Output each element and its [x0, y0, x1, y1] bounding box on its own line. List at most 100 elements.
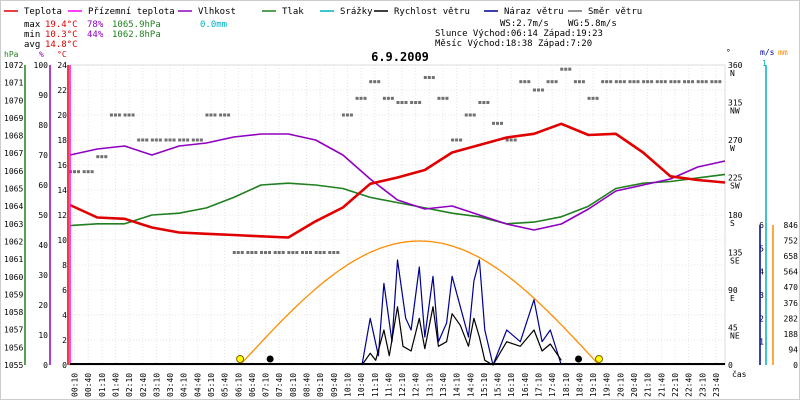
axis-humidity-tick: 60	[38, 181, 48, 190]
wind-direction-point	[459, 138, 463, 142]
wind-direction-point	[182, 138, 186, 142]
wind-direction-point	[677, 80, 681, 84]
axis-hpa-tick: 1070	[4, 96, 23, 105]
wind-direction-point	[273, 251, 277, 254]
axis-rain-tick: 658	[784, 252, 799, 261]
wind-direction-point	[100, 155, 104, 159]
wind-direction-point	[308, 251, 312, 254]
axis-temperature-tick: 6	[62, 286, 67, 295]
wind-direction-point	[254, 251, 258, 254]
wind-direction-point	[609, 80, 613, 84]
wind-direction-point	[536, 88, 540, 92]
axis-time-tick: 22:10	[671, 373, 680, 397]
axis-direction-name: N	[730, 69, 735, 78]
stat-max-rain: 0.0mm	[200, 20, 227, 30]
axis-time-tick: 07:10	[262, 373, 271, 397]
wind-direction-point	[427, 76, 431, 79]
axis-humidity-tick: 40	[38, 241, 48, 250]
wind-direction-point	[550, 80, 554, 84]
wind-direction-point	[437, 96, 441, 100]
axis-rain-label: mm	[778, 48, 788, 57]
axis-wind-tick: 1	[759, 338, 764, 347]
moonset-marker	[266, 355, 274, 363]
wind-direction-point	[423, 76, 427, 79]
wind-direction-point	[509, 138, 513, 142]
wind-direction-point	[250, 251, 254, 254]
temperature-line	[69, 122, 726, 239]
axis-rain-tick: 376	[784, 299, 799, 308]
wind-direction-point	[595, 96, 599, 100]
wind-direction-point	[451, 138, 455, 142]
wind-direction-point	[532, 88, 536, 92]
wind-direction-point	[636, 80, 640, 84]
wind-direction-point	[554, 80, 558, 84]
axis-direction-name: NE	[730, 332, 740, 341]
wind-gust-line	[361, 259, 562, 366]
wind-direction-point	[77, 170, 80, 174]
wind-direction-point	[205, 113, 209, 117]
wind-direction-point	[691, 80, 695, 84]
axis-time-tick: 09:10	[316, 373, 325, 397]
wind-direction-point	[382, 96, 386, 100]
axis-temperature-tick: 10	[57, 236, 67, 245]
legend-label: Vlhkost	[198, 7, 236, 17]
axis-time-tick: 06:10	[234, 373, 243, 397]
wind-direction-point	[90, 170, 94, 174]
wind-direction-point	[168, 138, 172, 142]
axis-hpa-tick: 1066	[4, 167, 23, 176]
axis-time-tick: 04:40	[193, 373, 202, 397]
wind-direction-point	[304, 251, 308, 254]
wind-direction-point	[260, 251, 264, 254]
axis-hpa-tick: 1056	[4, 343, 23, 352]
axis-hpa-tick: 1063	[4, 220, 23, 229]
legend-label: Směr větru	[588, 7, 642, 17]
axis-time-tick: 13:10	[425, 373, 434, 397]
axis-time-tick: 18:40	[575, 373, 584, 397]
moonrise-marker	[575, 355, 583, 363]
axis-time-tick: 11:10	[371, 373, 380, 397]
wind-direction-point	[513, 138, 517, 142]
axis-time-tick: 05:40	[221, 373, 230, 397]
axis-time-tick: 15:10	[480, 373, 489, 397]
wind-direction-point	[696, 80, 700, 84]
axis-time-tick: 17:10	[535, 373, 544, 397]
wind-direction-point	[209, 113, 213, 117]
axis-time-tick: 08:40	[303, 373, 312, 397]
wind-direction-point	[332, 251, 336, 254]
wind-direction-point	[591, 96, 595, 100]
wind-direction-point	[400, 101, 404, 104]
axis-humidity-tick: 10	[38, 331, 48, 340]
wind-direction-point	[455, 138, 459, 142]
legend-label: Přízemní teplota	[88, 7, 175, 17]
axis-time-tick: 23:40	[712, 373, 721, 397]
wind-direction-point	[359, 96, 363, 100]
wind-direction-point	[687, 80, 691, 84]
wind-direction-point	[527, 80, 531, 84]
axis-hpa-tick: 1064	[4, 202, 23, 211]
wind-direction-point	[659, 80, 663, 84]
wind-direction-point	[482, 101, 486, 104]
wind-direction-point	[318, 251, 322, 254]
wind-speed-line	[361, 306, 562, 366]
wind-direction-point	[505, 138, 509, 142]
axis-direction-tick: 270	[728, 136, 743, 145]
wind-direction-point	[145, 138, 149, 142]
legend-label: Náraz větru	[504, 7, 564, 17]
wind-direction-point	[246, 251, 250, 254]
wind-direction-point	[710, 80, 714, 84]
axis-humidity-tick: 30	[38, 271, 48, 280]
wind-direction-point	[650, 80, 654, 84]
wind-direction-point	[264, 251, 268, 254]
wind-direction-point	[172, 138, 176, 142]
wind-direction-point	[718, 80, 722, 84]
wind-direction-point	[141, 138, 145, 142]
axis-direction-tick: 360	[728, 61, 743, 70]
axis-time-tick: 10:10	[343, 373, 352, 397]
axis-humidity-label: %	[39, 50, 44, 59]
axis-temperature-tick: 20	[57, 111, 67, 120]
chart-title: 6.9.2009	[371, 50, 429, 64]
axis-rain-tick: 470	[784, 283, 799, 292]
wind-direction-point	[191, 138, 195, 142]
axis-time-tick: 12:40	[412, 373, 421, 397]
axis-time-tick: 17:40	[548, 373, 557, 397]
